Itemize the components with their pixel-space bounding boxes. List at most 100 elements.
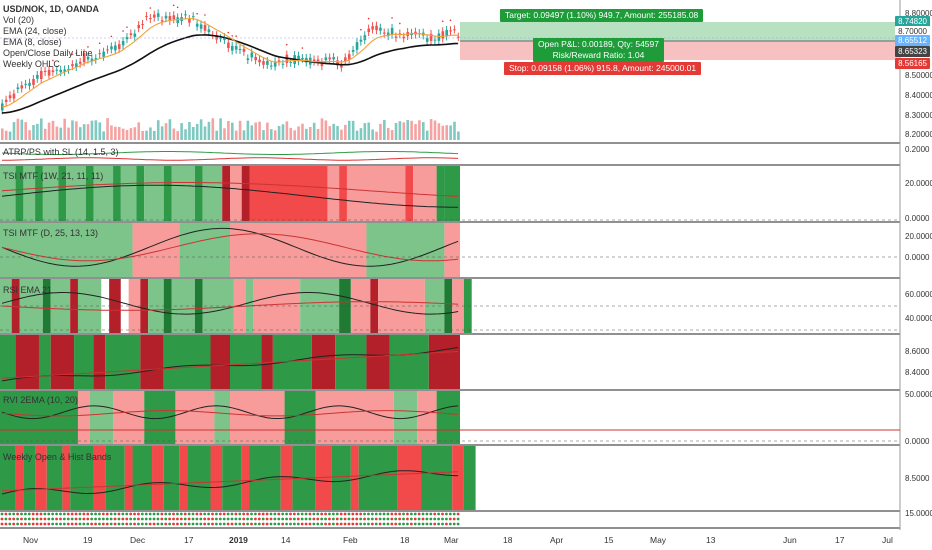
volume-bar bbox=[20, 119, 24, 140]
status-dot bbox=[62, 517, 66, 521]
pane-label-tsi2[interactable]: TSI MTF (D, 25, 13, 13) bbox=[3, 228, 99, 238]
status-dot bbox=[296, 512, 300, 516]
candle-body bbox=[390, 27, 394, 35]
candle-body bbox=[238, 48, 242, 50]
volume-bar bbox=[383, 119, 386, 140]
status-dot bbox=[433, 512, 437, 516]
weekly-band bbox=[35, 446, 47, 510]
candle-body bbox=[20, 85, 24, 89]
price-tag-open: 8.70000 bbox=[895, 26, 930, 37]
rvi-band bbox=[89, 391, 114, 444]
status-dot bbox=[23, 522, 27, 526]
rvi-line-a bbox=[1, 405, 459, 420]
status-dot bbox=[82, 512, 86, 516]
y-tick-main-3: 8.50000 bbox=[905, 71, 932, 80]
volume-bar bbox=[386, 127, 390, 140]
weekly-band bbox=[331, 446, 351, 510]
status-dot bbox=[4, 522, 8, 526]
status-dot bbox=[39, 512, 43, 516]
candle-body bbox=[43, 70, 47, 72]
legend-ema8[interactable]: EMA (8, close) bbox=[3, 37, 62, 47]
status-dot bbox=[359, 517, 363, 521]
status-dot bbox=[183, 522, 187, 526]
pane-label-weekly[interactable]: Weekly Open & Hist Bands bbox=[3, 452, 112, 462]
status-dot bbox=[140, 517, 144, 521]
volume-bar bbox=[4, 130, 8, 140]
stop-zone bbox=[460, 41, 900, 60]
status-dot bbox=[448, 512, 452, 516]
volume-bar bbox=[129, 128, 133, 140]
legend-weekly-ohlc[interactable]: Weekly OHLC bbox=[3, 59, 60, 69]
tsi1-band bbox=[0, 166, 16, 221]
p5-line-a bbox=[1, 347, 459, 382]
status-dot bbox=[183, 517, 187, 521]
status-dot bbox=[343, 512, 347, 516]
legend-ema24[interactable]: EMA (24, close) bbox=[3, 26, 67, 36]
signal-dot bbox=[227, 31, 230, 34]
weekly-band bbox=[179, 446, 188, 510]
status-dot bbox=[129, 512, 133, 516]
volume-bar bbox=[141, 131, 144, 140]
stop-label[interactable]: Stop: 0.09158 (1.06%) 915.8, Amount: 245… bbox=[504, 62, 702, 75]
weekly-band bbox=[152, 446, 164, 510]
candle-body bbox=[153, 14, 156, 18]
status-dot bbox=[304, 517, 308, 521]
signal-dot bbox=[172, 4, 175, 7]
weekly-band bbox=[280, 446, 293, 510]
signal-dot bbox=[71, 53, 74, 55]
pane-label-rvi[interactable]: RVI 2EMA (10, 20) bbox=[3, 395, 78, 405]
status-dot bbox=[445, 517, 448, 521]
ema-line-b bbox=[1, 301, 459, 311]
status-dot bbox=[152, 512, 156, 516]
volume-bar bbox=[453, 121, 456, 140]
candle-body bbox=[429, 33, 433, 41]
status-dot bbox=[257, 512, 261, 516]
tsi2-band bbox=[0, 223, 133, 277]
p5-band bbox=[140, 335, 164, 389]
volume-bar bbox=[1, 128, 4, 140]
candle-body bbox=[16, 87, 20, 90]
volume-bar bbox=[402, 122, 406, 140]
status-dot bbox=[343, 522, 347, 526]
status-dot bbox=[289, 512, 292, 516]
pane-label-ema[interactable]: RSI EMA 21 bbox=[3, 285, 53, 295]
weekly-band bbox=[241, 446, 250, 510]
status-dot bbox=[363, 517, 366, 521]
volume-bar bbox=[289, 127, 293, 140]
signal-dot bbox=[75, 52, 78, 55]
candle-body bbox=[371, 26, 374, 30]
p5-band bbox=[93, 335, 106, 389]
target-label[interactable]: Target: 0.09497 (1.10%) 949.7, Amount: 2… bbox=[500, 9, 704, 22]
status-dot bbox=[121, 517, 125, 521]
status-dot bbox=[421, 522, 425, 526]
volume-bar bbox=[36, 123, 39, 140]
status-dot bbox=[148, 522, 152, 526]
volume-bar bbox=[63, 118, 66, 140]
pane-label-tsi1[interactable]: TSI MTF (1W, 21, 11, 11) bbox=[3, 171, 104, 181]
weekly-band bbox=[105, 446, 125, 510]
status-dot bbox=[378, 522, 382, 526]
open-pl-text: Open P&L: 0.00189, Qty: 54597 bbox=[538, 39, 659, 49]
volume-bar bbox=[324, 120, 328, 140]
volume-bar bbox=[351, 120, 355, 140]
x-tick-15: 17 bbox=[835, 535, 845, 545]
status-dot bbox=[398, 517, 402, 521]
status-dot bbox=[277, 517, 281, 521]
status-dot bbox=[312, 517, 316, 521]
status-dot bbox=[429, 522, 433, 526]
candle-body bbox=[254, 56, 257, 61]
status-dot bbox=[12, 512, 16, 516]
legend-open-close-line[interactable]: Open/Close Daily Line bbox=[3, 48, 93, 58]
pane-label-atr[interactable]: ATRP/PS with SL (14, 1.5, 3) bbox=[3, 147, 119, 157]
volume-bar bbox=[266, 122, 269, 140]
volume-bar bbox=[55, 126, 59, 140]
candle-body bbox=[297, 55, 300, 62]
rvi-band bbox=[393, 391, 418, 444]
legend-vol[interactable]: Vol (20) bbox=[3, 15, 35, 25]
signal-dot bbox=[204, 14, 206, 16]
open-pl-label[interactable]: Open P&L: 0.00189, Qty: 54597 Risk/Rewar… bbox=[533, 38, 664, 62]
status-dot bbox=[359, 512, 363, 516]
tsi2-band bbox=[179, 223, 230, 277]
status-dot bbox=[164, 512, 168, 516]
